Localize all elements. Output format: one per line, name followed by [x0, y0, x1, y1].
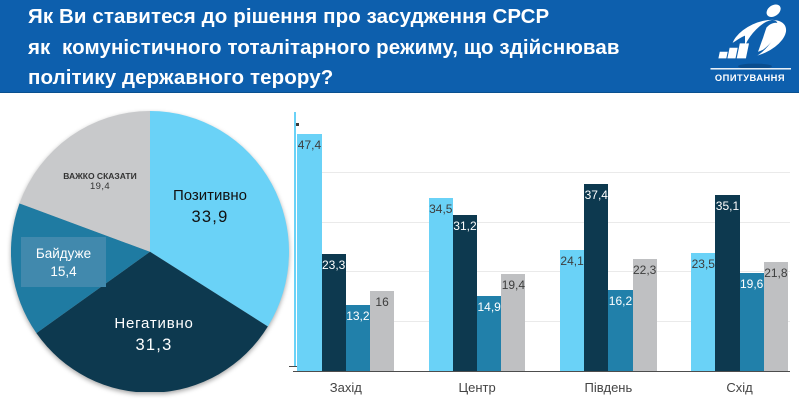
svg-text:ОПИТУВАННЯ: ОПИТУВАННЯ [715, 73, 785, 83]
